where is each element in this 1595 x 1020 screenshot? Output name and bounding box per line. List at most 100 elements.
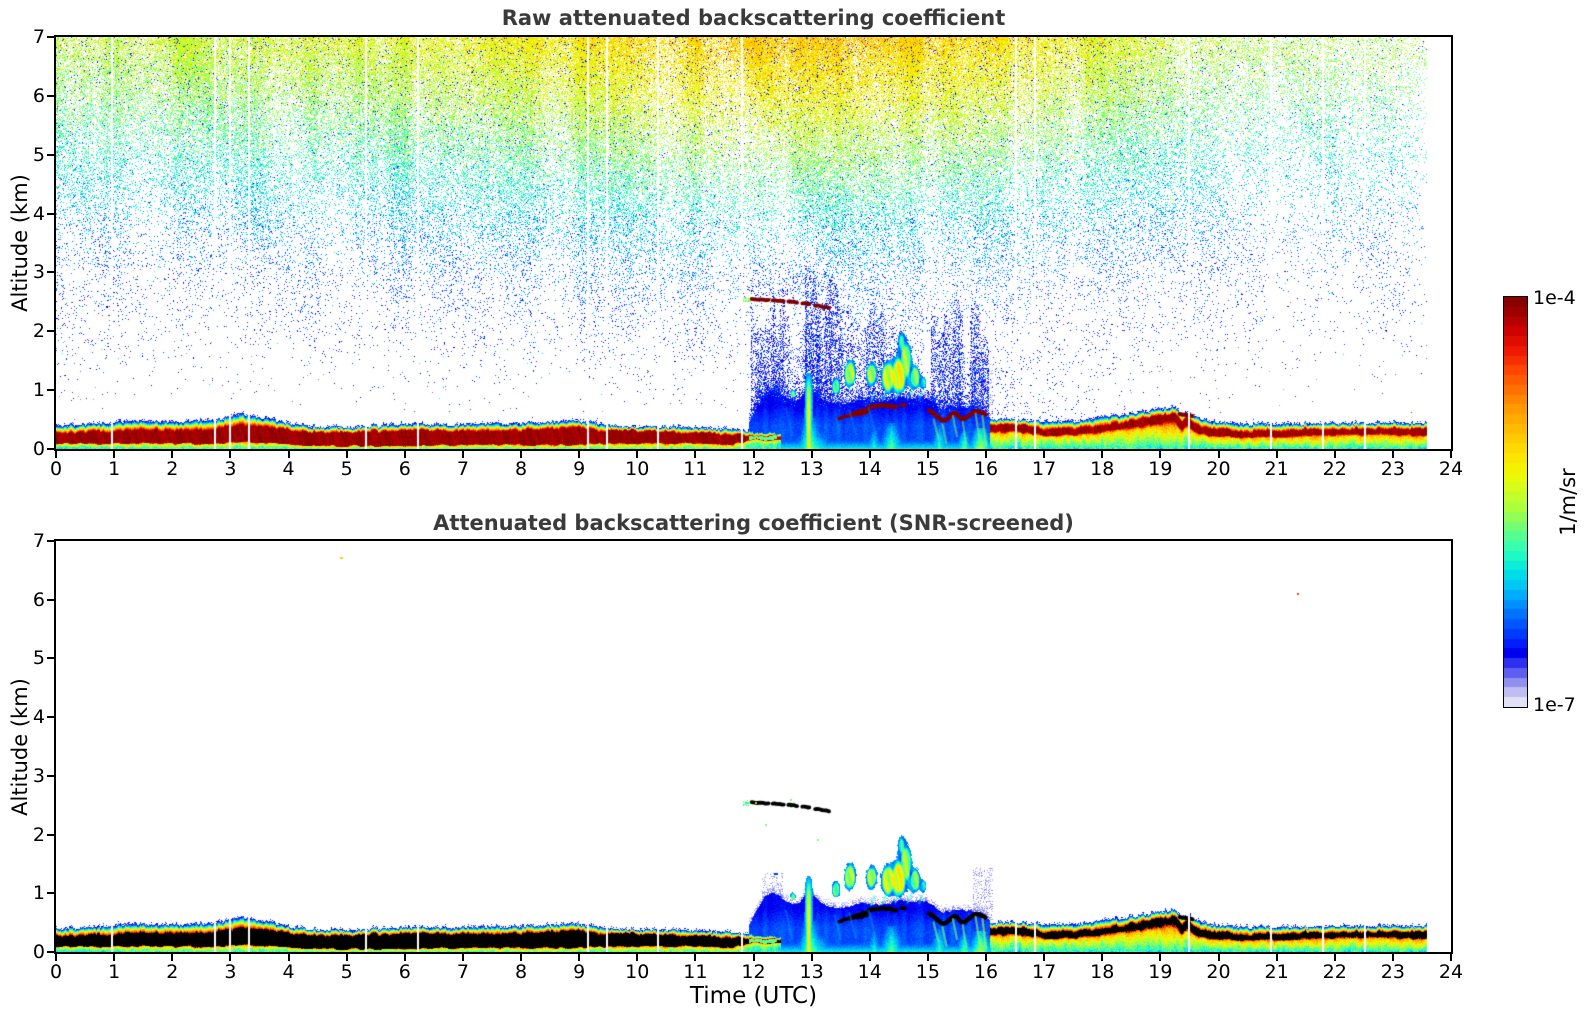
y-tick-mark — [47, 94, 54, 97]
x-tick-label: 4 — [282, 961, 295, 983]
x-tick-label: 15 — [915, 961, 940, 983]
x-tick-label: 17 — [1032, 458, 1057, 480]
y-tick-label: 2 — [32, 823, 45, 846]
x-tick-label: 21 — [1264, 961, 1289, 983]
y-tick-mark — [47, 951, 54, 953]
x-tick-mark — [694, 954, 697, 961]
x-tick-mark — [229, 954, 232, 961]
x-tick-mark — [694, 451, 697, 458]
x-tick-mark — [1159, 954, 1162, 961]
y-axis-label-screened: Altitude (km) — [8, 677, 32, 816]
x-tick-label: 1 — [108, 458, 121, 480]
colorbar-frame — [1502, 295, 1528, 708]
x-tick-mark — [171, 451, 174, 458]
x-tick-label: 10 — [625, 458, 650, 480]
x-tick-label: 7 — [456, 961, 469, 983]
y-tick-mark — [47, 833, 54, 836]
x-tick-mark — [868, 451, 871, 458]
x-tick-mark — [1217, 451, 1220, 458]
screened-panel-title: Attenuated backscattering coefficient (S… — [433, 511, 1074, 535]
x-tick-mark — [171, 954, 174, 961]
x-tick-label: 7 — [456, 458, 469, 480]
x-tick-label: 11 — [683, 458, 708, 480]
x-tick-mark — [926, 954, 929, 961]
x-tick-mark — [810, 954, 813, 961]
x-tick-mark — [985, 451, 987, 458]
raw-panel-title: Raw attenuated backscattering coefficien… — [501, 6, 1006, 30]
x-tick-label: 19 — [1148, 961, 1173, 983]
y-tick-mark — [47, 598, 54, 601]
y-tick-label: 4 — [32, 202, 45, 225]
y-tick-label: 6 — [32, 84, 45, 107]
x-tick-label: 3 — [224, 961, 237, 983]
y-tick-mark — [47, 153, 54, 156]
y-tick-label: 3 — [32, 261, 45, 284]
x-tick-mark — [403, 451, 406, 458]
x-tick-mark — [113, 954, 116, 961]
y-tick-label: 7 — [32, 26, 45, 48]
x-tick-mark — [55, 451, 57, 458]
x-tick-label: 5 — [340, 961, 353, 983]
x-tick-mark — [403, 954, 406, 961]
x-tick-mark — [1043, 451, 1046, 458]
y-tick-mark — [47, 36, 54, 38]
x-tick-mark — [1043, 954, 1046, 961]
x-tick-label: 22 — [1322, 961, 1347, 983]
x-tick-label: 24 — [1438, 961, 1464, 983]
x-tick-label: 14 — [857, 961, 882, 983]
x-tick-mark — [868, 954, 871, 961]
x-tick-label: 14 — [857, 458, 882, 480]
colorbar-units-label: 1/m/sr — [1556, 468, 1580, 536]
y-tick-mark — [47, 540, 54, 542]
x-tick-mark — [1450, 954, 1452, 961]
y-tick-label: 3 — [32, 764, 45, 787]
x-tick-label: 10 — [625, 961, 650, 983]
x-tick-mark — [752, 451, 755, 458]
x-tick-mark — [1333, 451, 1336, 458]
x-tick-label: 12 — [741, 458, 766, 480]
x-tick-label: 18 — [1090, 458, 1115, 480]
x-tick-label: 16 — [973, 961, 999, 983]
colorbar-min-tick-label: 1e-7 — [1533, 694, 1576, 716]
y-tick-label: 6 — [32, 588, 45, 611]
x-tick-mark — [345, 451, 348, 458]
x-tick-mark — [461, 954, 464, 961]
x-tick-mark — [1450, 451, 1452, 458]
y-tick-mark — [47, 212, 54, 215]
x-tick-mark — [55, 954, 57, 961]
x-tick-label: 8 — [514, 961, 528, 983]
x-tick-mark — [1333, 954, 1336, 961]
y-tick-mark — [47, 657, 54, 660]
x-tick-label: 2 — [166, 961, 179, 983]
x-tick-mark — [752, 954, 755, 961]
x-tick-mark — [926, 451, 929, 458]
heatmap-raw-panel — [56, 37, 1451, 449]
x-tick-label: 2 — [166, 458, 179, 480]
x-tick-label: 0 — [49, 961, 63, 983]
x-tick-label: 13 — [799, 961, 824, 983]
x-tick-mark — [1391, 954, 1394, 961]
y-tick-label: 5 — [32, 143, 45, 166]
y-tick-label: 1 — [32, 882, 45, 905]
y-tick-mark — [47, 774, 54, 777]
y-tick-mark — [47, 271, 54, 274]
x-tick-label: 6 — [398, 961, 411, 983]
x-tick-label: 5 — [340, 458, 353, 480]
x-tick-mark — [287, 451, 290, 458]
x-tick-mark — [636, 451, 639, 458]
y-tick-mark — [47, 389, 54, 392]
x-tick-mark — [229, 451, 232, 458]
x-tick-mark — [810, 451, 813, 458]
x-tick-label: 13 — [799, 458, 824, 480]
x-tick-mark — [520, 954, 522, 961]
x-tick-label: 20 — [1206, 458, 1231, 480]
x-tick-mark — [113, 451, 116, 458]
x-tick-label: 23 — [1380, 458, 1405, 480]
x-tick-mark — [578, 451, 581, 458]
x-tick-label: 3 — [224, 458, 237, 480]
x-tick-mark — [520, 451, 522, 458]
y-tick-label: 7 — [32, 530, 45, 552]
x-tick-mark — [1217, 954, 1220, 961]
x-tick-label: 22 — [1322, 458, 1347, 480]
x-tick-label: 16 — [973, 458, 999, 480]
